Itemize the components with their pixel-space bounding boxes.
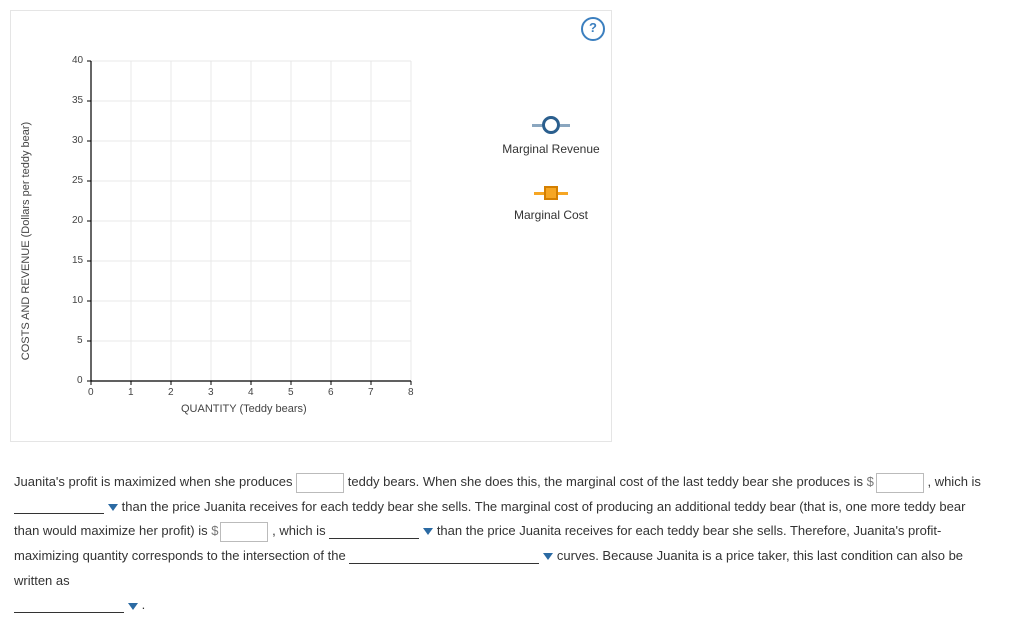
text-segment: Juanita's profit is maximized when she p… (14, 474, 296, 489)
x-tick-label: 2 (168, 387, 174, 398)
legend-label-cost: Marginal Cost (514, 208, 588, 222)
y-tick-label: 20 (72, 215, 83, 226)
mc-additional-input[interactable] (220, 522, 268, 542)
curves-dropdown[interactable] (349, 550, 553, 564)
x-tick-label: 4 (248, 387, 254, 398)
chevron-down-icon (108, 504, 118, 511)
y-tick-label: 35 (72, 95, 83, 106)
currency-symbol: $ (867, 474, 874, 489)
chevron-down-icon (128, 603, 138, 610)
x-axis-title: QUANTITY (Teddy bears) (181, 403, 307, 415)
plot-wrap: COSTS AND REVENUE (Dollars per teddy bea… (61, 61, 611, 421)
y-tick-label: 10 (72, 295, 83, 306)
legend: Marginal Revenue Marginal Cost (461, 116, 641, 252)
y-tick-label: 30 (72, 135, 83, 146)
text-segment: teddy bears. When she does this, the mar… (348, 474, 867, 489)
mc-last-input[interactable] (876, 473, 924, 493)
y-tick-label: 5 (77, 335, 83, 346)
x-tick-label: 3 (208, 387, 214, 398)
comparison-dropdown-2[interactable] (329, 525, 433, 539)
x-tick-label: 8 (408, 387, 414, 398)
help-icon[interactable]: ? (581, 17, 605, 41)
y-tick-label: 40 (72, 55, 83, 66)
x-tick-label: 0 (88, 387, 94, 398)
question-text: Juanita's profit is maximized when she p… (14, 470, 994, 618)
plot-area (91, 61, 411, 381)
condition-dropdown[interactable] (14, 599, 138, 613)
x-tick-label: 1 (128, 387, 134, 398)
text-segment: , which is (272, 523, 329, 538)
legend-marker-revenue (532, 116, 570, 134)
currency-symbol: $ (211, 523, 218, 538)
x-tick-label: 6 (328, 387, 334, 398)
chevron-down-icon (423, 528, 433, 535)
legend-label-revenue: Marginal Revenue (502, 142, 599, 156)
y-tick-label: 15 (72, 255, 83, 266)
legend-item-marginal-cost[interactable]: Marginal Cost (461, 186, 641, 222)
text-segment: . (142, 597, 146, 612)
y-axis-title: COSTS AND REVENUE (Dollars per teddy bea… (20, 122, 32, 360)
x-tick-label: 7 (368, 387, 374, 398)
x-tick-label: 5 (288, 387, 294, 398)
y-tick-label: 0 (77, 375, 83, 386)
comparison-dropdown-1[interactable] (14, 500, 118, 514)
y-tick-label: 25 (72, 175, 83, 186)
text-segment: , which is (927, 474, 980, 489)
chevron-down-icon (543, 553, 553, 560)
legend-item-marginal-revenue[interactable]: Marginal Revenue (461, 116, 641, 156)
quantity-input[interactable] (296, 473, 344, 493)
legend-marker-cost (534, 186, 568, 200)
chart-panel: ? COSTS AND REVENUE (Dollars per teddy b… (10, 10, 612, 442)
